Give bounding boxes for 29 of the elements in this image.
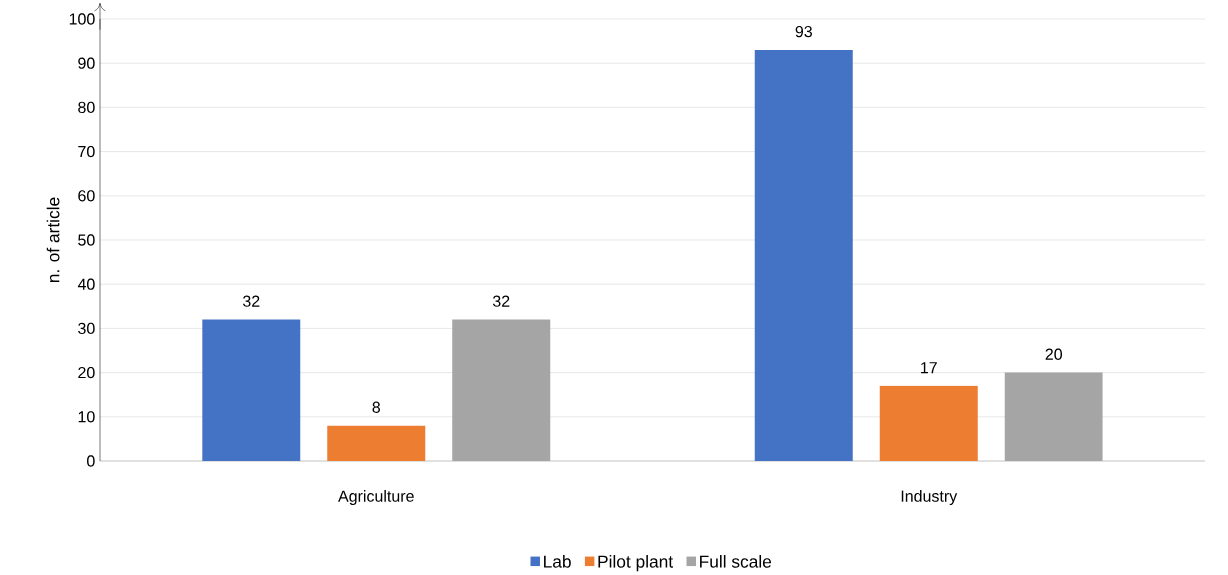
legend-label: Pilot plant <box>598 555 673 572</box>
legend-label: Full scale <box>700 555 772 568</box>
bar <box>452 319 551 462</box>
y-tick-label: 30 <box>78 322 95 335</box>
y-tick-label: 10 <box>78 411 95 423</box>
x-tick-label: Agriculture <box>338 490 414 506</box>
bar <box>1004 372 1103 462</box>
bar <box>754 49 853 462</box>
data-label: 32 <box>492 295 510 307</box>
x-tick-label: Industry <box>901 490 958 506</box>
bar <box>327 425 426 462</box>
bar <box>879 385 978 462</box>
y-tick-label: 60 <box>78 190 95 202</box>
data-label: 17 <box>921 362 937 374</box>
y-tick-label: 50 <box>78 234 95 246</box>
y-tick-label: 70 <box>78 145 95 158</box>
y-tick-label: 40 <box>77 278 95 290</box>
bar <box>202 319 301 462</box>
data-label: 32 <box>242 295 260 307</box>
legend-label: Lab <box>544 555 571 568</box>
data-label: 93 <box>795 25 812 38</box>
y-tick-label: 100 <box>69 13 95 25</box>
y-tick-label: 20 <box>78 366 95 379</box>
y-tick-label: 80 <box>78 101 95 114</box>
y-tick-label: 90 <box>78 57 95 69</box>
data-label: 20 <box>1045 348 1063 360</box>
y-axis-title: n. of article <box>46 197 60 283</box>
y-tick-label: 0 <box>87 455 95 467</box>
data-label: 8 <box>372 401 380 413</box>
